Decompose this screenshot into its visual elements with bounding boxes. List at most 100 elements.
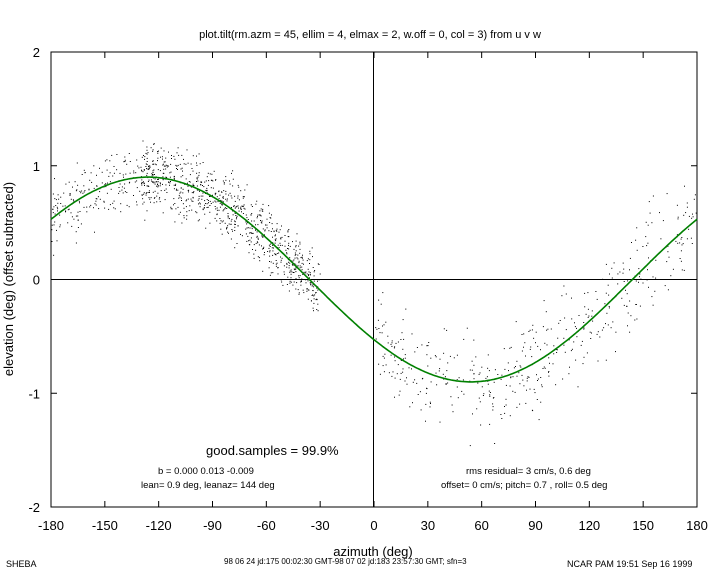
sample-point bbox=[177, 206, 179, 208]
sample-point bbox=[148, 165, 149, 167]
sample-point bbox=[576, 327, 577, 329]
sample-point bbox=[412, 381, 414, 383]
sample-point bbox=[312, 284, 314, 286]
sample-point bbox=[569, 366, 570, 368]
sample-point bbox=[607, 284, 609, 286]
sample-point bbox=[286, 266, 288, 268]
sample-point bbox=[583, 328, 585, 330]
sample-point bbox=[393, 347, 395, 349]
sample-point bbox=[223, 209, 225, 211]
sample-point bbox=[247, 235, 249, 237]
sample-point bbox=[165, 164, 167, 166]
sample-point bbox=[313, 310, 314, 312]
sample-point bbox=[281, 257, 283, 259]
sample-point bbox=[174, 221, 176, 223]
sample-point bbox=[271, 247, 273, 249]
sample-point bbox=[111, 154, 113, 156]
sample-point bbox=[74, 181, 76, 183]
sample-point bbox=[227, 215, 229, 217]
sample-point bbox=[291, 271, 293, 273]
sample-point bbox=[113, 207, 115, 209]
sample-point bbox=[260, 220, 261, 221]
sample-point bbox=[483, 393, 485, 395]
sample-point bbox=[60, 196, 62, 198]
sample-point bbox=[245, 221, 247, 223]
sample-point bbox=[154, 197, 156, 199]
sample-point bbox=[153, 143, 155, 145]
sample-point bbox=[165, 168, 167, 170]
sample-point bbox=[153, 202, 155, 204]
sample-point bbox=[255, 229, 256, 231]
sample-point bbox=[677, 242, 679, 244]
sample-point bbox=[529, 388, 531, 390]
sample-point bbox=[626, 293, 628, 295]
sample-point bbox=[461, 390, 463, 392]
sample-point bbox=[227, 225, 229, 227]
sample-point bbox=[385, 321, 387, 323]
sample-point bbox=[142, 171, 144, 173]
sample-point bbox=[445, 383, 447, 385]
sample-point bbox=[259, 214, 261, 216]
sample-point bbox=[251, 232, 253, 234]
sample-point bbox=[91, 181, 93, 183]
sample-point bbox=[188, 189, 190, 191]
sample-point bbox=[200, 181, 202, 183]
sample-point bbox=[300, 257, 302, 259]
sample-point bbox=[260, 215, 262, 217]
sample-point bbox=[215, 208, 217, 210]
sample-point bbox=[684, 185, 685, 187]
sample-point bbox=[489, 392, 491, 393]
sample-point bbox=[263, 248, 264, 249]
sample-point bbox=[570, 350, 572, 352]
sample-point bbox=[284, 245, 286, 247]
sample-point bbox=[143, 169, 145, 171]
sample-point bbox=[473, 339, 475, 341]
sample-point bbox=[250, 241, 252, 243]
sample-point bbox=[318, 264, 320, 265]
sample-point bbox=[253, 253, 255, 255]
sample-point bbox=[270, 231, 272, 232]
sample-point bbox=[300, 281, 302, 283]
sample-point bbox=[269, 255, 271, 257]
sample-point bbox=[606, 312, 608, 314]
sample-point bbox=[240, 206, 242, 208]
sample-point bbox=[187, 198, 189, 200]
sample-point bbox=[636, 227, 638, 229]
sample-point bbox=[256, 235, 258, 237]
sample-point bbox=[208, 180, 210, 182]
sample-point bbox=[275, 260, 277, 261]
sample-point bbox=[556, 352, 558, 353]
sample-point bbox=[485, 377, 487, 379]
sample-point bbox=[185, 200, 187, 202]
sample-point bbox=[438, 370, 440, 372]
y-axis-label: elevation (deg) (offset subtracted) bbox=[1, 182, 16, 376]
sample-point bbox=[267, 251, 269, 252]
sample-point bbox=[192, 185, 194, 186]
y-tick-label: -2 bbox=[28, 500, 40, 515]
sample-point bbox=[425, 392, 427, 394]
sample-point bbox=[293, 248, 295, 250]
sample-point bbox=[257, 237, 259, 239]
sample-point bbox=[236, 205, 238, 207]
sample-point bbox=[186, 211, 188, 213]
sample-point bbox=[548, 357, 550, 359]
sample-point bbox=[234, 207, 236, 209]
sample-point bbox=[218, 198, 220, 200]
sample-point bbox=[317, 263, 319, 265]
sample-point bbox=[178, 154, 180, 156]
sample-point bbox=[585, 313, 587, 315]
sample-point bbox=[429, 406, 431, 408]
sample-point bbox=[78, 200, 80, 202]
sample-point bbox=[544, 367, 546, 369]
sample-point bbox=[173, 184, 175, 186]
sample-point bbox=[114, 208, 116, 210]
sample-point bbox=[307, 289, 309, 291]
sample-point bbox=[230, 220, 232, 222]
sample-point bbox=[212, 187, 214, 189]
sample-point bbox=[152, 160, 154, 162]
sample-point bbox=[270, 272, 272, 274]
sample-point bbox=[505, 384, 507, 386]
sample-point bbox=[635, 239, 637, 241]
sample-point bbox=[473, 373, 475, 375]
sample-point bbox=[272, 244, 274, 246]
